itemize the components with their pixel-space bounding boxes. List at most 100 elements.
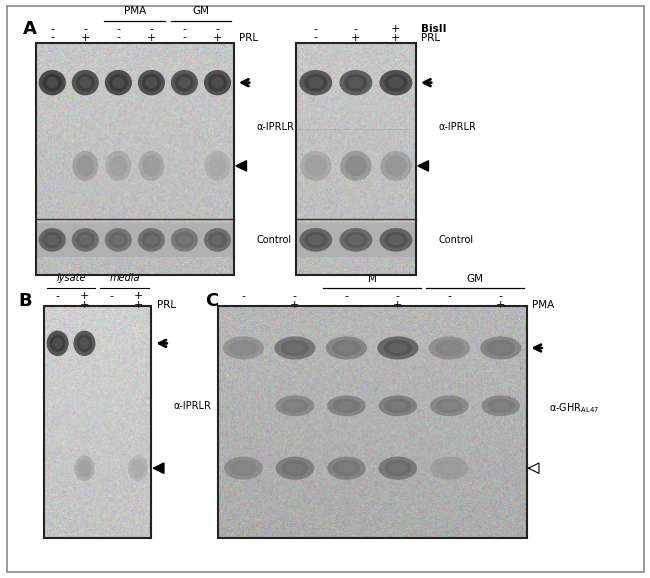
Ellipse shape <box>171 70 198 95</box>
Ellipse shape <box>112 235 124 245</box>
Ellipse shape <box>333 460 360 476</box>
Text: +: + <box>80 299 89 310</box>
Ellipse shape <box>73 331 96 356</box>
Text: +: + <box>391 32 400 43</box>
Ellipse shape <box>131 460 145 477</box>
Polygon shape <box>528 463 539 473</box>
Ellipse shape <box>133 462 142 474</box>
Ellipse shape <box>480 336 521 360</box>
Text: M: M <box>368 274 376 284</box>
Ellipse shape <box>142 155 161 176</box>
Ellipse shape <box>72 151 98 181</box>
Ellipse shape <box>384 74 408 91</box>
Text: +: + <box>351 32 361 43</box>
Ellipse shape <box>234 343 253 353</box>
Ellipse shape <box>105 151 131 181</box>
Text: -: - <box>183 32 187 43</box>
Ellipse shape <box>39 70 66 95</box>
Ellipse shape <box>223 336 264 360</box>
Ellipse shape <box>492 401 510 410</box>
Ellipse shape <box>441 463 458 473</box>
Ellipse shape <box>47 331 69 356</box>
Ellipse shape <box>72 228 99 251</box>
Text: -: - <box>447 299 451 310</box>
Ellipse shape <box>77 335 92 352</box>
Ellipse shape <box>43 232 62 248</box>
Text: +: + <box>133 291 143 301</box>
Ellipse shape <box>211 235 224 245</box>
Ellipse shape <box>46 77 58 88</box>
Ellipse shape <box>332 340 361 356</box>
Ellipse shape <box>76 74 95 91</box>
Ellipse shape <box>430 395 469 416</box>
Ellipse shape <box>486 340 515 356</box>
Ellipse shape <box>79 159 91 173</box>
Ellipse shape <box>79 338 89 349</box>
Ellipse shape <box>435 340 463 356</box>
Text: -: - <box>216 24 220 34</box>
Text: -: - <box>50 24 54 34</box>
Ellipse shape <box>389 463 406 473</box>
Ellipse shape <box>109 232 128 248</box>
Text: +: + <box>133 299 143 310</box>
Text: -: - <box>344 291 348 301</box>
Ellipse shape <box>109 74 128 91</box>
Text: B: B <box>18 292 32 310</box>
Text: PRL: PRL <box>157 299 176 310</box>
Ellipse shape <box>339 70 372 95</box>
Text: +: + <box>213 32 222 43</box>
Ellipse shape <box>80 462 89 474</box>
Ellipse shape <box>76 232 95 248</box>
Ellipse shape <box>276 395 314 416</box>
Ellipse shape <box>76 155 94 176</box>
FancyBboxPatch shape <box>36 223 234 257</box>
Ellipse shape <box>274 336 315 360</box>
Ellipse shape <box>229 340 258 356</box>
Text: α-lPRLR: α-lPRLR <box>256 121 294 132</box>
Text: +: + <box>80 291 89 301</box>
Text: -: - <box>447 291 451 301</box>
Ellipse shape <box>304 232 328 248</box>
Ellipse shape <box>377 336 419 360</box>
Ellipse shape <box>338 401 355 410</box>
Polygon shape <box>153 463 164 473</box>
Ellipse shape <box>339 228 372 251</box>
Ellipse shape <box>175 74 194 91</box>
Ellipse shape <box>436 460 463 476</box>
Ellipse shape <box>112 77 124 88</box>
Text: Control: Control <box>256 235 291 245</box>
Text: -: - <box>50 32 54 43</box>
Ellipse shape <box>384 232 408 248</box>
Ellipse shape <box>112 159 124 173</box>
Ellipse shape <box>281 460 309 476</box>
Polygon shape <box>418 161 428 171</box>
Ellipse shape <box>378 457 417 480</box>
Ellipse shape <box>77 460 92 477</box>
Ellipse shape <box>146 159 157 173</box>
Text: +: + <box>496 299 506 310</box>
Ellipse shape <box>380 228 412 251</box>
Ellipse shape <box>276 457 314 480</box>
Text: -: - <box>56 291 60 301</box>
Ellipse shape <box>43 74 62 91</box>
Ellipse shape <box>72 70 99 95</box>
Text: A: A <box>23 20 36 38</box>
Ellipse shape <box>308 77 323 88</box>
Ellipse shape <box>171 228 198 251</box>
Ellipse shape <box>340 151 372 181</box>
Ellipse shape <box>308 235 323 245</box>
Ellipse shape <box>178 235 190 245</box>
Ellipse shape <box>309 159 323 173</box>
Text: BisII: BisII <box>421 24 447 34</box>
Text: -: - <box>116 24 120 34</box>
Text: -: - <box>150 24 153 34</box>
Ellipse shape <box>429 336 470 360</box>
Ellipse shape <box>142 74 161 91</box>
Ellipse shape <box>344 74 367 91</box>
Text: α-lPRLR: α-lPRLR <box>174 401 211 411</box>
Ellipse shape <box>300 228 332 251</box>
Text: +: + <box>291 299 300 310</box>
Ellipse shape <box>378 395 417 416</box>
Ellipse shape <box>138 151 164 181</box>
Ellipse shape <box>304 74 328 91</box>
